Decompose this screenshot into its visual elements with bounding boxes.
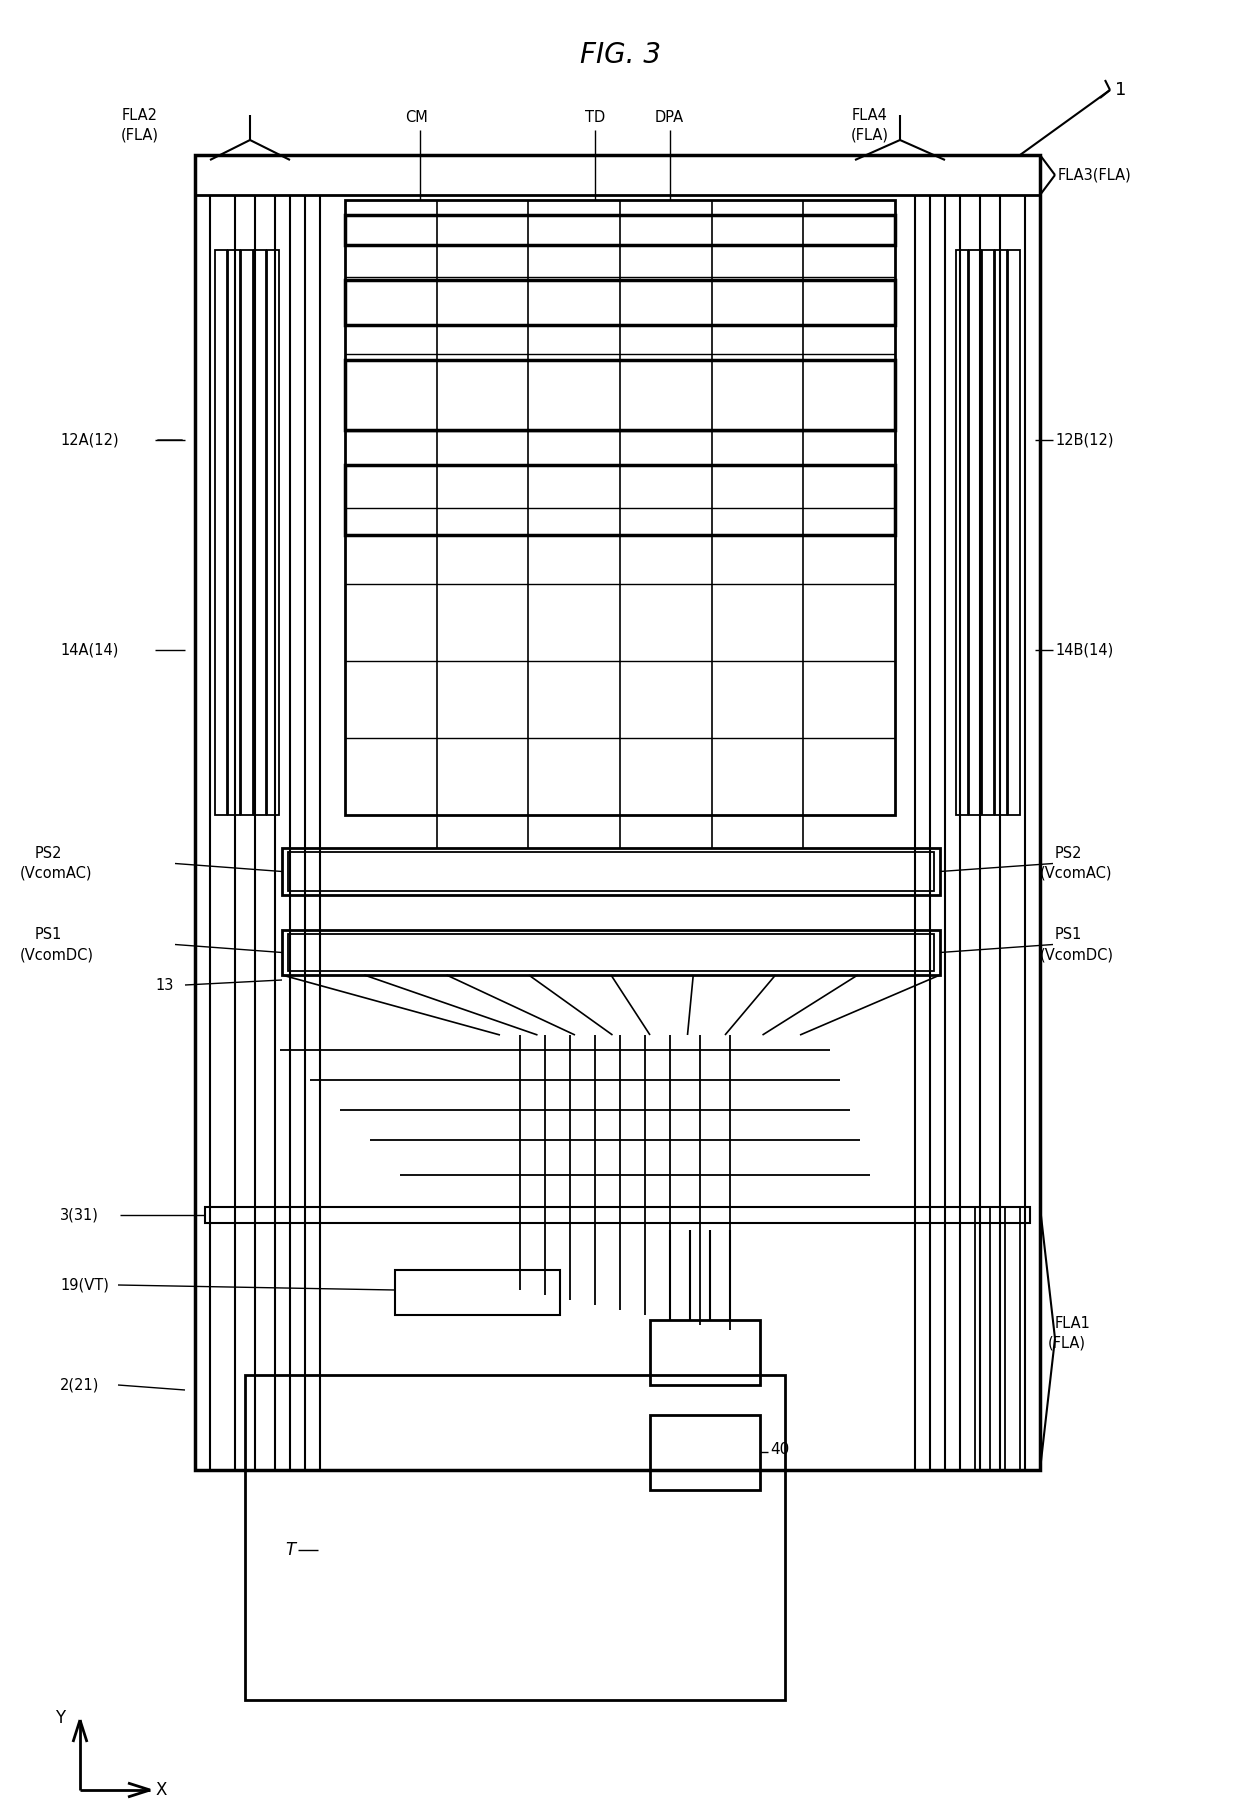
Bar <box>281 930 940 975</box>
Bar <box>956 250 968 816</box>
Text: (VcomDC): (VcomDC) <box>1040 946 1114 963</box>
Text: FLA2: FLA2 <box>122 107 157 123</box>
Bar <box>650 1414 760 1490</box>
Text: 2(21): 2(21) <box>60 1378 99 1392</box>
Text: PS1: PS1 <box>35 926 62 943</box>
Bar <box>246 1374 785 1701</box>
Text: 19(VT): 19(VT) <box>60 1278 109 1293</box>
Bar <box>195 154 1040 196</box>
Text: 1: 1 <box>1115 82 1126 100</box>
Bar <box>281 848 940 896</box>
Text: Y: Y <box>55 1710 64 1728</box>
Bar <box>968 250 981 816</box>
Text: FIG. 3: FIG. 3 <box>579 42 661 69</box>
Text: 12A(12): 12A(12) <box>60 433 119 448</box>
Bar <box>205 1207 1030 1224</box>
Text: T: T <box>285 1541 295 1559</box>
Bar <box>215 250 227 816</box>
Text: 12B(12): 12B(12) <box>1055 433 1114 448</box>
Bar <box>345 361 895 430</box>
Bar <box>1008 250 1021 816</box>
Text: FLA1: FLA1 <box>1055 1316 1091 1331</box>
Text: 13: 13 <box>155 977 174 992</box>
Bar <box>345 216 895 245</box>
Bar <box>267 250 279 816</box>
Text: TD: TD <box>585 111 605 125</box>
Bar <box>994 250 1007 816</box>
Text: (FLA): (FLA) <box>1048 1336 1086 1351</box>
Bar <box>345 464 895 535</box>
Text: PS1: PS1 <box>1055 926 1083 943</box>
Bar <box>288 934 934 972</box>
Text: FLA4: FLA4 <box>852 107 888 123</box>
Text: PS2: PS2 <box>1055 847 1083 861</box>
Text: CM: CM <box>405 111 428 125</box>
Text: X: X <box>155 1780 166 1798</box>
Bar <box>345 279 895 325</box>
Bar <box>195 154 1040 1470</box>
Text: DPA: DPA <box>655 111 684 125</box>
Text: 14A(14): 14A(14) <box>60 642 118 658</box>
Text: FLA3(FLA): FLA3(FLA) <box>1058 167 1132 183</box>
Bar <box>982 250 994 816</box>
Text: 3(31): 3(31) <box>60 1207 99 1222</box>
Text: PS2: PS2 <box>35 847 62 861</box>
Bar <box>241 250 253 816</box>
Bar <box>345 199 895 816</box>
Text: (VcomAC): (VcomAC) <box>20 867 93 881</box>
Text: (FLA): (FLA) <box>851 127 889 143</box>
Bar <box>228 250 241 816</box>
Text: (FLA): (FLA) <box>122 127 159 143</box>
Text: 40: 40 <box>770 1443 789 1458</box>
Text: (VcomAC): (VcomAC) <box>1040 867 1112 881</box>
Text: 14B(14): 14B(14) <box>1055 642 1114 658</box>
Bar <box>288 852 934 890</box>
Bar <box>396 1269 560 1314</box>
Bar <box>254 250 267 816</box>
Bar <box>650 1320 760 1385</box>
Text: (VcomDC): (VcomDC) <box>20 946 94 963</box>
